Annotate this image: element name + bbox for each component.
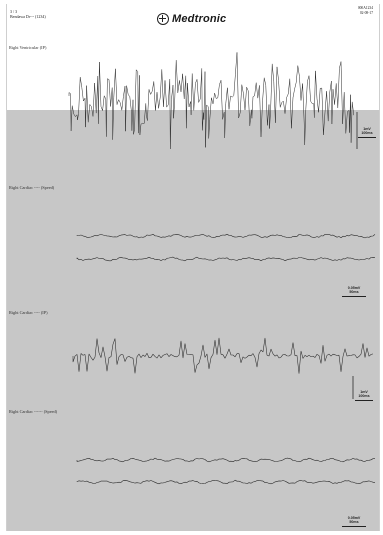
- scale-time: 100ms: [358, 394, 370, 399]
- waveform-trace-2-2: [76, 256, 376, 262]
- scale-marker-4: 0.05mV 50ms: [342, 516, 366, 527]
- brand-name: Medtronic: [172, 13, 227, 25]
- egm-traces: [68, 52, 376, 485]
- waveform-trace-4-2: [76, 479, 376, 485]
- scale-amplitude: 0.05mV: [347, 286, 361, 290]
- page-indicator: 3 / 3: [10, 9, 18, 14]
- trace-label-1: Right Ventricular (IP): [9, 45, 47, 50]
- scale-marker-1: 1mV 100ms: [358, 127, 376, 138]
- scale-marker-2: 0.05mV 50ms: [342, 286, 366, 297]
- trace-label-2: Right Cardiac ---- (Speed): [9, 185, 55, 190]
- scale-amplitude: 1mV: [363, 127, 371, 131]
- record-date: 02-08-17: [359, 10, 373, 15]
- waveform-trace-4-1: [76, 457, 375, 463]
- record-number: 000A1234: [357, 6, 373, 10]
- patient-name: Bendawa Dr--- (1234): [10, 14, 46, 19]
- waveform-trace-1: [68, 52, 355, 150]
- waveform-trace-2-1: [76, 234, 376, 239]
- brand-logo: Medtronic: [157, 13, 226, 25]
- header-record-info: 000A1234 02-08-17: [358, 6, 373, 15]
- scale-marker-3: 1mV 100ms: [355, 390, 373, 401]
- waveform-trace-3: [72, 337, 374, 374]
- scale-time: 50ms: [349, 290, 359, 295]
- scale-time: 50ms: [349, 520, 359, 525]
- medtronic-cross-icon: [157, 13, 169, 25]
- trace-label-3: Right Cardiac ---- (IP): [9, 310, 48, 315]
- trace-label-4: Right Cardiac ------ (Speed): [9, 409, 58, 414]
- document-page: 3 / 3 Bendawa Dr--- (1234) Medtronic 000…: [6, 4, 380, 531]
- scale-time: 100ms: [361, 131, 373, 136]
- scale-amplitude: 1mV: [360, 390, 368, 394]
- scale-amplitude: 0.05mV: [347, 516, 361, 520]
- header-patient-info: 3 / 3 Bendawa Dr--- (1234): [10, 9, 46, 19]
